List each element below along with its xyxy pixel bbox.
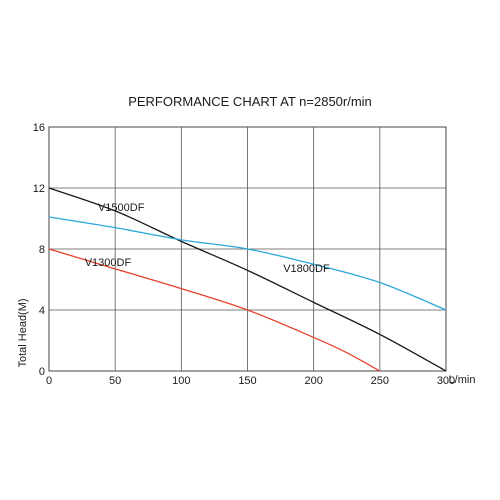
tick-labels: 0 50 100 150 200 250 300 0 4 8 12 16 bbox=[33, 122, 455, 387]
series-labels: V1500DF V1800DF V1300DF bbox=[85, 202, 330, 275]
x-tick-label: 0 bbox=[46, 375, 52, 387]
x-tick-label: 150 bbox=[238, 375, 256, 387]
y-tick-label: 12 bbox=[33, 183, 45, 195]
grid bbox=[48, 126, 447, 372]
series-label-v1300df: V1300DF bbox=[85, 257, 132, 269]
x-tick-label: 250 bbox=[371, 375, 389, 387]
x-tick-label: 300 bbox=[437, 375, 455, 387]
x-axis-label: L/min bbox=[449, 374, 476, 386]
x-tick-label: 200 bbox=[304, 375, 322, 387]
y-tick-label: 0 bbox=[39, 366, 45, 378]
x-tick-label: 100 bbox=[172, 375, 190, 387]
y-tick-label: 4 bbox=[39, 305, 45, 317]
y-tick-label: 8 bbox=[39, 244, 45, 256]
y-axis-label: Total Head(M) bbox=[17, 298, 29, 367]
series-lines bbox=[48, 187, 447, 372]
y-tick-label: 16 bbox=[33, 122, 45, 134]
chart-title: PERFORMANCE CHART AT n=2850r/min bbox=[128, 94, 372, 109]
series-line-v1800df bbox=[48, 216, 447, 311]
series-label-v1800df: V1800DF bbox=[283, 263, 330, 275]
series-line-v1500df bbox=[48, 187, 447, 372]
series-label-v1500df: V1500DF bbox=[98, 202, 145, 214]
series-line-v1300df bbox=[48, 248, 381, 372]
x-tick-label: 50 bbox=[109, 375, 121, 387]
